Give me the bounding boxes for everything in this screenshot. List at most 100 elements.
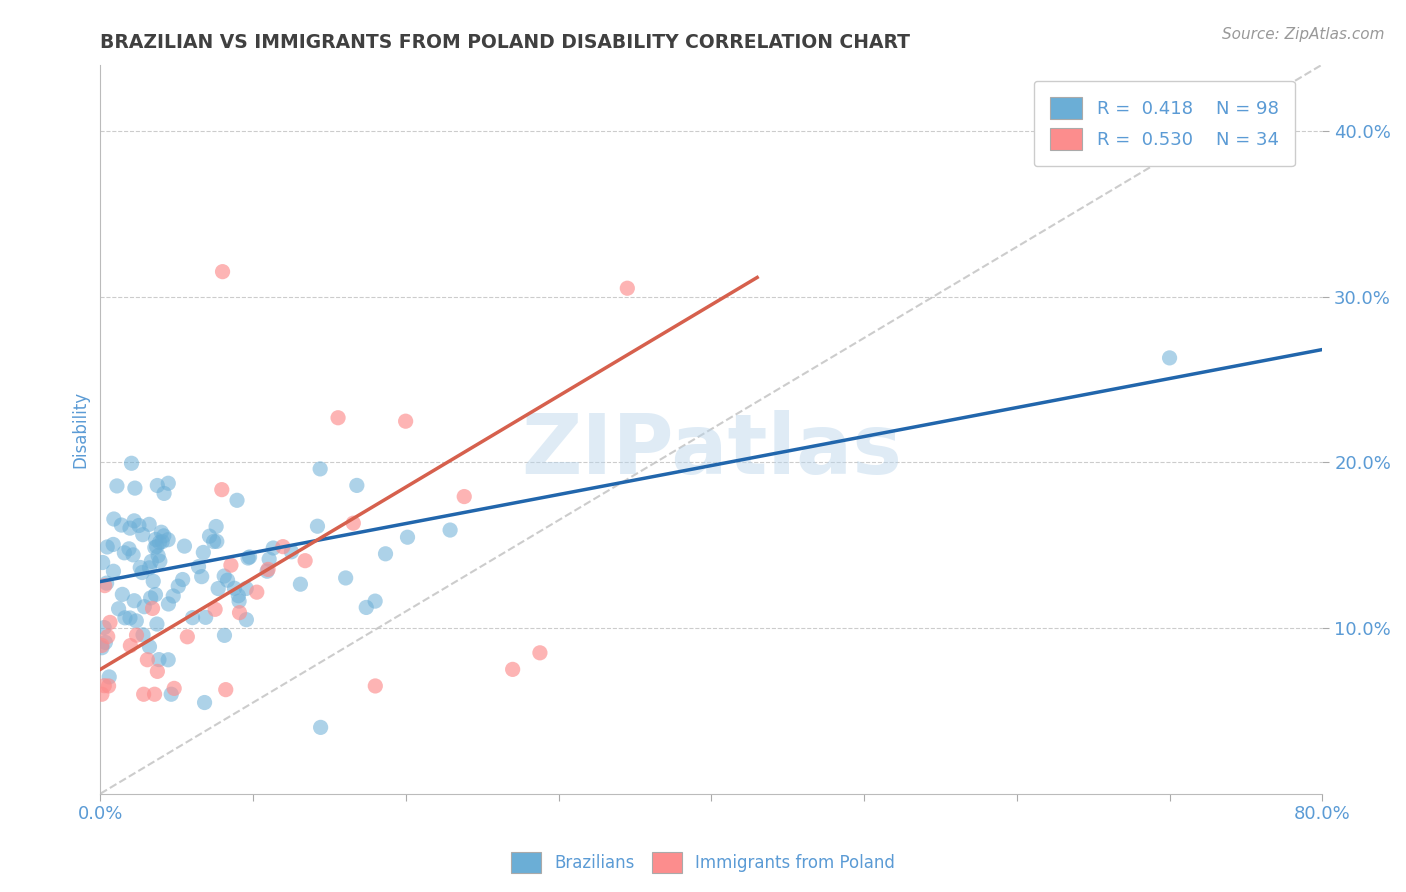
Point	[93, 679, 115, 693]
Point	[529, 646, 551, 660]
Point	[228, 594, 250, 608]
Point	[118, 541, 141, 556]
Point	[107, 601, 129, 615]
Point	[121, 456, 143, 470]
Point	[193, 545, 215, 559]
Point	[112, 546, 135, 560]
Point	[290, 577, 312, 591]
Point	[132, 628, 155, 642]
Point	[134, 599, 156, 614]
Point	[128, 518, 150, 533]
Point	[326, 410, 349, 425]
Point	[143, 541, 166, 555]
Y-axis label: Disability: Disability	[72, 391, 89, 467]
Point	[160, 687, 183, 701]
Point	[141, 554, 163, 568]
Point	[149, 554, 172, 568]
Point	[202, 534, 225, 549]
Point	[257, 562, 280, 576]
Point	[271, 540, 294, 554]
Text: Source: ZipAtlas.com: Source: ZipAtlas.com	[1222, 27, 1385, 42]
Point	[150, 534, 173, 549]
Point	[395, 414, 418, 428]
Point	[364, 594, 387, 608]
Point	[122, 548, 145, 562]
Point	[616, 281, 638, 295]
Point	[138, 640, 160, 654]
Point	[90, 639, 112, 653]
Point	[157, 653, 180, 667]
Point	[153, 486, 176, 500]
Point	[280, 545, 302, 559]
Point	[236, 551, 259, 566]
Point	[309, 462, 332, 476]
Point	[354, 600, 377, 615]
Point	[235, 582, 257, 596]
Point	[262, 541, 284, 555]
Point	[129, 560, 152, 574]
Point	[163, 681, 186, 696]
Point	[105, 479, 128, 493]
Point	[125, 628, 148, 642]
Point	[187, 559, 209, 574]
Point	[239, 549, 262, 564]
Point	[453, 490, 475, 504]
Point	[162, 589, 184, 603]
Point	[219, 558, 242, 573]
Point	[146, 549, 169, 563]
Point	[157, 597, 180, 611]
Point	[150, 525, 173, 540]
Point	[96, 540, 118, 554]
Point	[98, 670, 121, 684]
Point	[176, 630, 198, 644]
Point	[157, 476, 180, 491]
Point	[257, 552, 280, 566]
Point	[146, 478, 169, 492]
Point	[96, 576, 118, 591]
Point	[141, 601, 163, 615]
Point	[118, 611, 141, 625]
Point	[153, 529, 176, 543]
Point	[146, 665, 169, 679]
Point	[122, 593, 145, 607]
Point	[228, 589, 250, 603]
Point	[211, 265, 233, 279]
Point	[215, 682, 238, 697]
Point	[97, 630, 120, 644]
Point	[148, 652, 170, 666]
Point	[138, 517, 160, 532]
Point	[120, 639, 142, 653]
Point	[132, 527, 155, 541]
Point	[205, 534, 228, 549]
Point	[439, 523, 461, 537]
Point	[172, 573, 194, 587]
Point	[93, 579, 115, 593]
Point	[211, 483, 233, 497]
Point	[335, 571, 357, 585]
Point	[1159, 351, 1181, 365]
Point	[217, 573, 239, 587]
Point	[374, 547, 396, 561]
Point	[94, 635, 117, 649]
Point	[194, 610, 217, 624]
Point	[136, 653, 159, 667]
Point	[132, 687, 155, 701]
Point	[90, 687, 112, 701]
Point	[131, 566, 153, 580]
Point	[235, 613, 257, 627]
Point	[125, 614, 148, 628]
Point	[190, 569, 212, 583]
Legend: Brazilians, Immigrants from Poland: Brazilians, Immigrants from Poland	[505, 846, 901, 880]
Point	[309, 720, 332, 734]
Point	[124, 481, 146, 495]
Point	[173, 539, 195, 553]
Point	[205, 519, 228, 533]
Point	[110, 518, 132, 533]
Point	[157, 533, 180, 547]
Point	[193, 696, 215, 710]
Point	[148, 535, 170, 549]
Point	[138, 561, 160, 575]
Legend: R =  0.418    N = 98, R =  0.530    N = 34: R = 0.418 N = 98, R = 0.530 N = 34	[1033, 81, 1295, 167]
Point	[145, 588, 167, 602]
Point	[246, 585, 269, 599]
